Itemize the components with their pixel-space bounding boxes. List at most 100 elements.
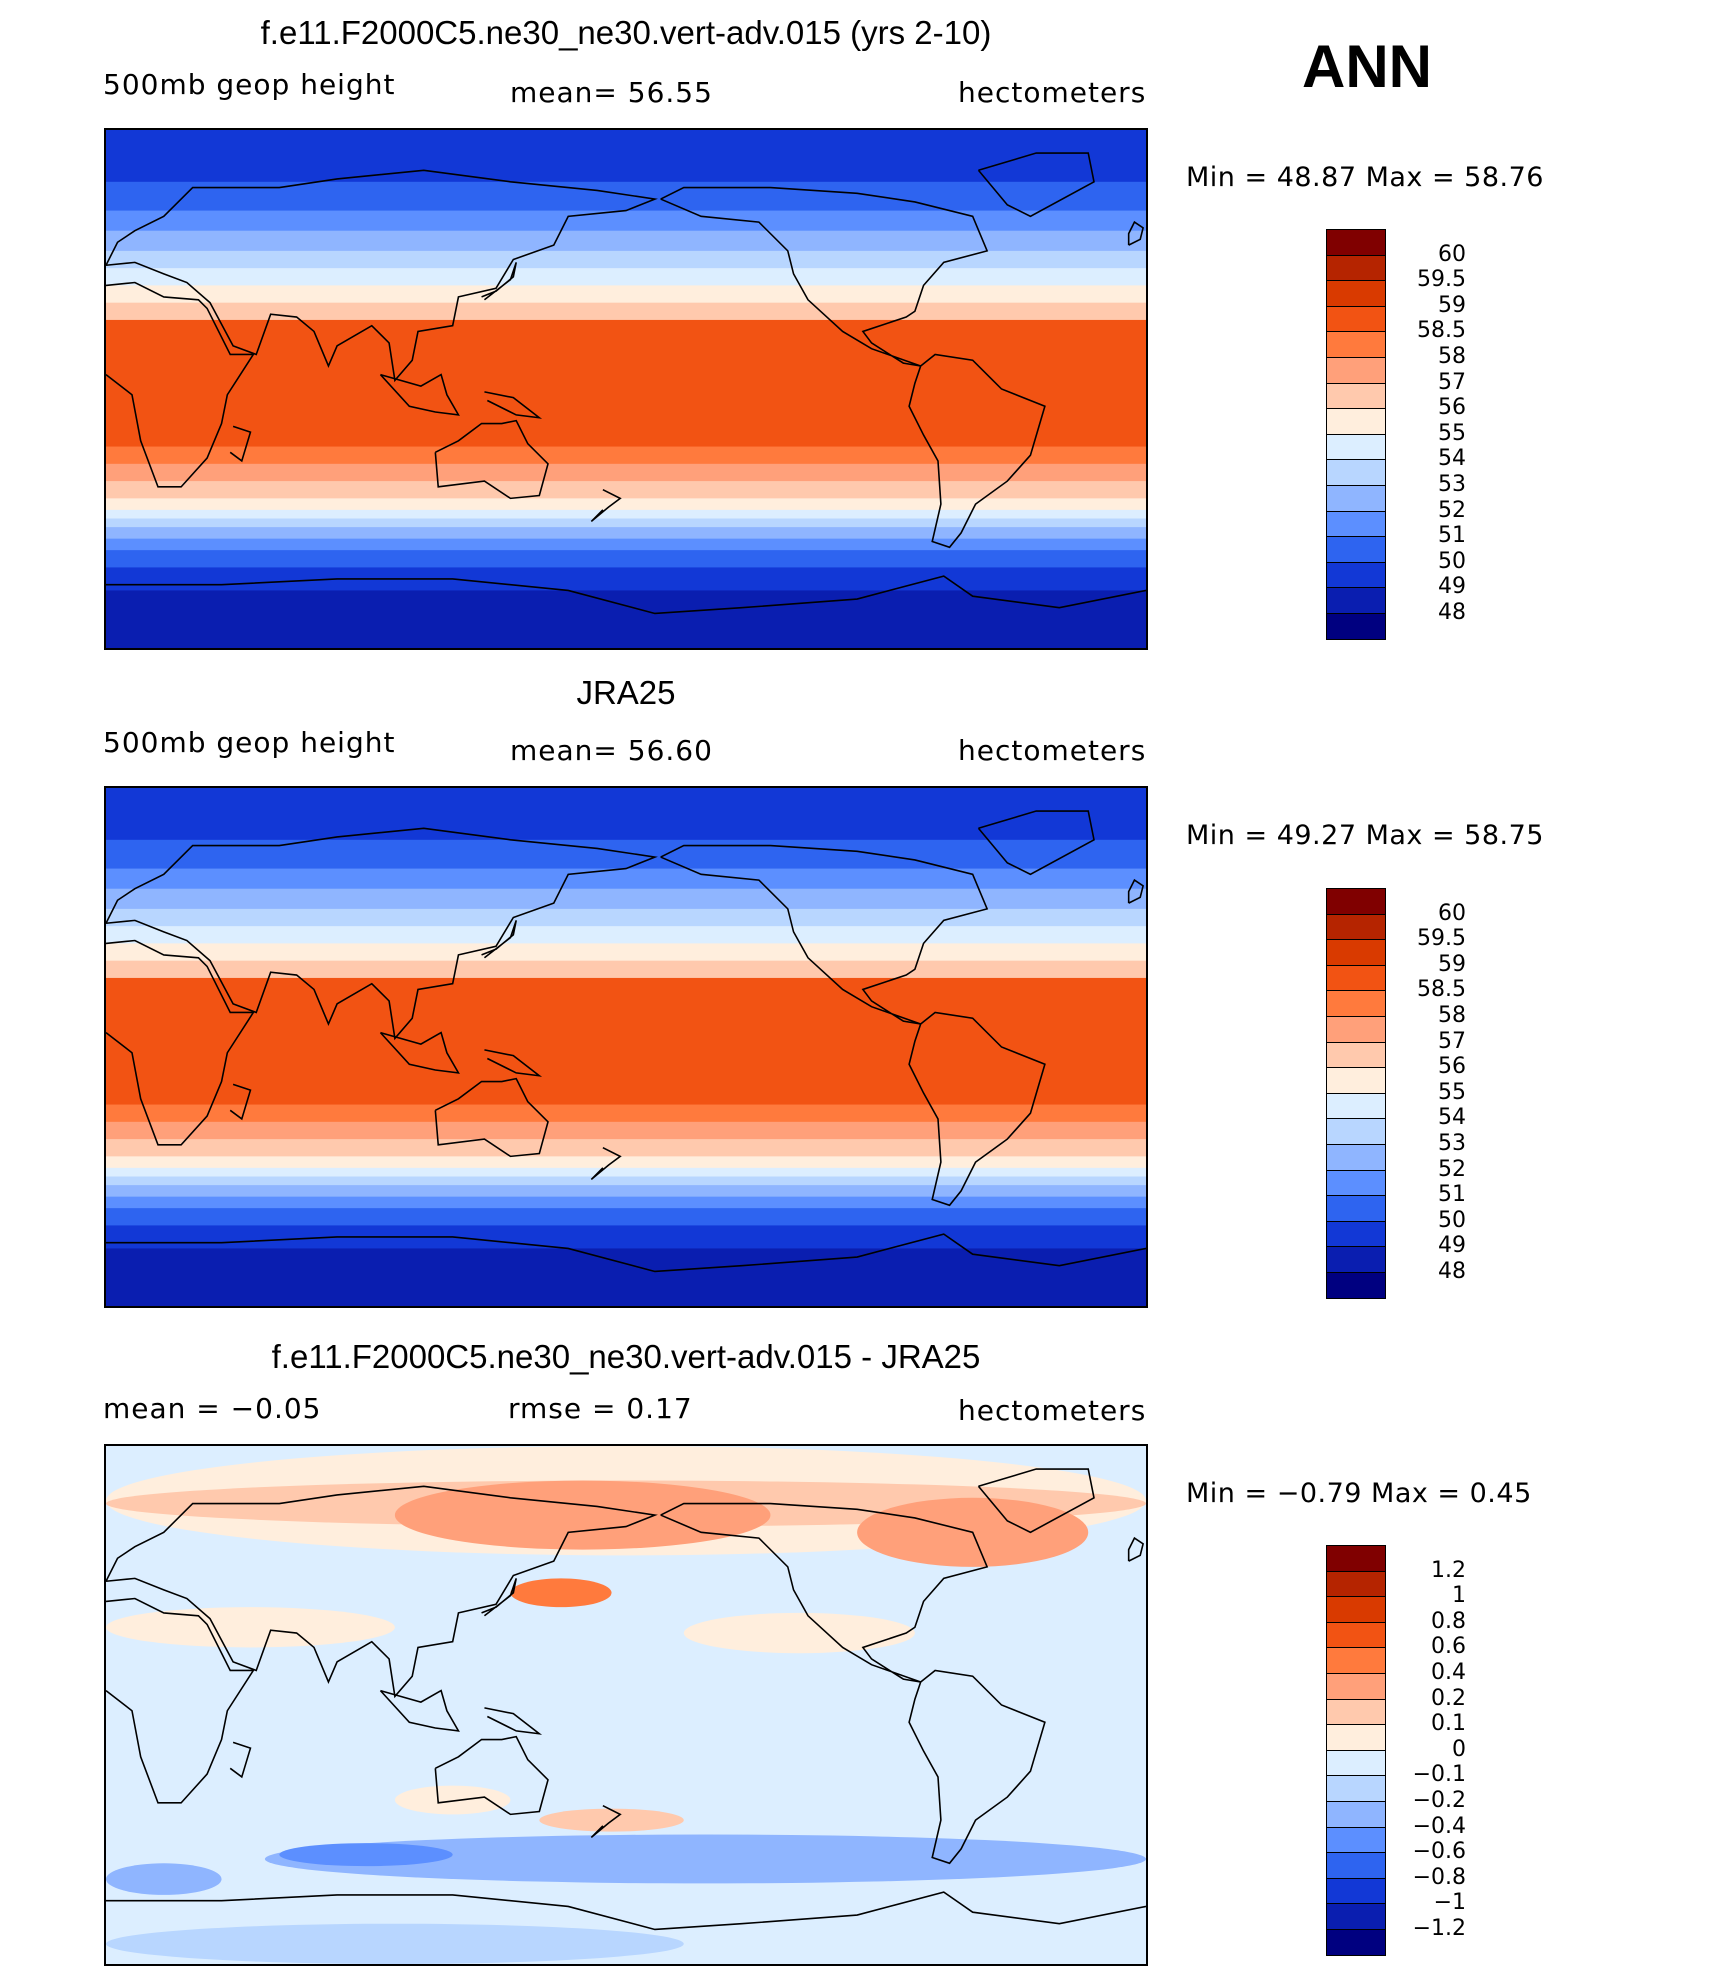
contour-band xyxy=(106,230,1146,252)
colorbar-swatch xyxy=(1326,1826,1386,1854)
colorbar-tick-label: 58 xyxy=(1438,1003,1466,1028)
contour-band xyxy=(106,960,1146,979)
colorbar-tick-label: 58.5 xyxy=(1417,318,1466,344)
colorbar-swatch xyxy=(1326,1749,1386,1777)
colorbar-swatch xyxy=(1326,561,1386,589)
contour-band xyxy=(106,926,1146,944)
contour-band xyxy=(106,538,1146,551)
colorbar-tick-label: 48 xyxy=(1438,600,1466,625)
min-max-label: Min = −0.79 Max = 0.45 xyxy=(1186,1478,1532,1509)
colorbar-swatch xyxy=(1326,305,1386,333)
coastline xyxy=(1127,1536,1145,1562)
colorbar-swatch xyxy=(1326,459,1386,486)
coastline xyxy=(106,1233,1146,1273)
coastline xyxy=(484,1707,543,1735)
coastline xyxy=(434,1735,549,1816)
colorbar-swatch xyxy=(1326,331,1386,358)
contour-band xyxy=(106,1167,1146,1177)
contour-band xyxy=(106,888,1146,910)
colorbar-swatch xyxy=(1326,1169,1386,1197)
colorbar-swatch xyxy=(1326,1272,1386,1299)
contour-region xyxy=(106,1607,395,1648)
colorbar-swatch xyxy=(1326,1067,1386,1094)
coastline xyxy=(106,1891,1146,1931)
colorbar-tick-label: 57 xyxy=(1438,1028,1466,1054)
contour-band xyxy=(106,509,1146,519)
colorbar-tick-label: 1 xyxy=(1452,1583,1466,1609)
contour-band xyxy=(106,268,1146,286)
colorbar-tick-label: 51 xyxy=(1438,1182,1466,1208)
map-plot xyxy=(104,1444,1148,1966)
contour-band xyxy=(106,908,1146,927)
units-label: hectometers xyxy=(958,734,1147,767)
colorbar-tick-label: 59.5 xyxy=(1417,267,1466,293)
colorbar-tick-label: 0.8 xyxy=(1431,1608,1466,1634)
colorbar-swatch xyxy=(1326,485,1386,512)
colorbar-tick-label: 1.2 xyxy=(1431,1557,1466,1583)
colorbar-tick-label: 49 xyxy=(1438,1233,1466,1259)
colorbar-tick-label: 0.6 xyxy=(1431,1634,1466,1660)
coastline xyxy=(229,1083,252,1121)
mean-label: mean= 56.60 xyxy=(510,734,713,767)
coastline xyxy=(229,1741,252,1779)
colorbar-swatch xyxy=(1326,1246,1386,1273)
contour-band xyxy=(106,527,1146,540)
colorbar-tick-label: 0.2 xyxy=(1431,1685,1466,1711)
coastline xyxy=(106,1485,658,1699)
contour-band xyxy=(106,1225,1146,1249)
min-max-label: Min = 49.27 Max = 58.75 xyxy=(1186,820,1544,851)
colorbar-swatch xyxy=(1326,613,1386,640)
contour-band xyxy=(106,481,1146,499)
colorbar-tick-label: 48 xyxy=(1438,1259,1466,1284)
contour-band xyxy=(106,1156,1146,1169)
colorbar-swatch xyxy=(1326,1220,1386,1248)
colorbar-swatch xyxy=(1326,1016,1386,1043)
colorbar-swatch xyxy=(1326,1144,1386,1171)
contour-region xyxy=(279,1843,453,1867)
colorbar-swatch xyxy=(1326,229,1386,256)
colorbar-swatch xyxy=(1326,408,1386,435)
colorbar-swatch xyxy=(1326,964,1386,992)
colorbar-tick-label: 55 xyxy=(1438,1079,1466,1105)
coastline xyxy=(977,152,1095,218)
coastline xyxy=(908,353,1046,549)
contour-band xyxy=(106,1139,1146,1157)
colorbar-tick-label: 57 xyxy=(1438,369,1466,395)
colorbar-swatch xyxy=(1326,536,1386,563)
colorbar-tick-label: −0.4 xyxy=(1412,1813,1466,1839)
contour-region xyxy=(683,1612,915,1654)
contour-region xyxy=(510,1578,612,1608)
coastline xyxy=(977,1468,1095,1534)
map-canvas xyxy=(106,130,1146,648)
units-label: hectometers xyxy=(958,1394,1147,1427)
contour-band xyxy=(106,210,1146,232)
colorbar-swatch xyxy=(1326,1118,1386,1145)
contour-band xyxy=(106,130,1146,183)
contour-region xyxy=(264,1834,1146,1884)
colorbar-tick-label: 52 xyxy=(1438,497,1466,523)
colorbar-tick-label: 58.5 xyxy=(1417,977,1466,1003)
coastline xyxy=(484,1049,543,1077)
coastline xyxy=(434,419,549,500)
coastline xyxy=(660,844,989,1025)
colorbar-tick-label: 0 xyxy=(1452,1736,1466,1762)
colorbar-swatch xyxy=(1326,913,1386,941)
contour-band xyxy=(106,567,1146,591)
contour-band xyxy=(106,943,1146,962)
colorbar-tick-label: 56 xyxy=(1438,1054,1466,1080)
contour-band xyxy=(106,1104,1146,1123)
colorbar-tick-label: 58 xyxy=(1438,344,1466,369)
colorbar-tick-label: 59 xyxy=(1438,292,1466,318)
colorbar-swatch xyxy=(1326,1698,1386,1726)
colorbar-swatch xyxy=(1326,357,1386,384)
contour-band xyxy=(106,319,1146,448)
coastline xyxy=(379,1031,460,1074)
colorbar-swatch xyxy=(1326,1570,1386,1598)
map-plot xyxy=(104,786,1148,1308)
coastline xyxy=(660,186,989,367)
contour-band xyxy=(106,1208,1146,1226)
colorbar-tick-label: −1.2 xyxy=(1412,1916,1466,1941)
coastline xyxy=(908,1669,1046,1865)
colorbar-swatch xyxy=(1326,1673,1386,1700)
coastline xyxy=(379,373,460,416)
